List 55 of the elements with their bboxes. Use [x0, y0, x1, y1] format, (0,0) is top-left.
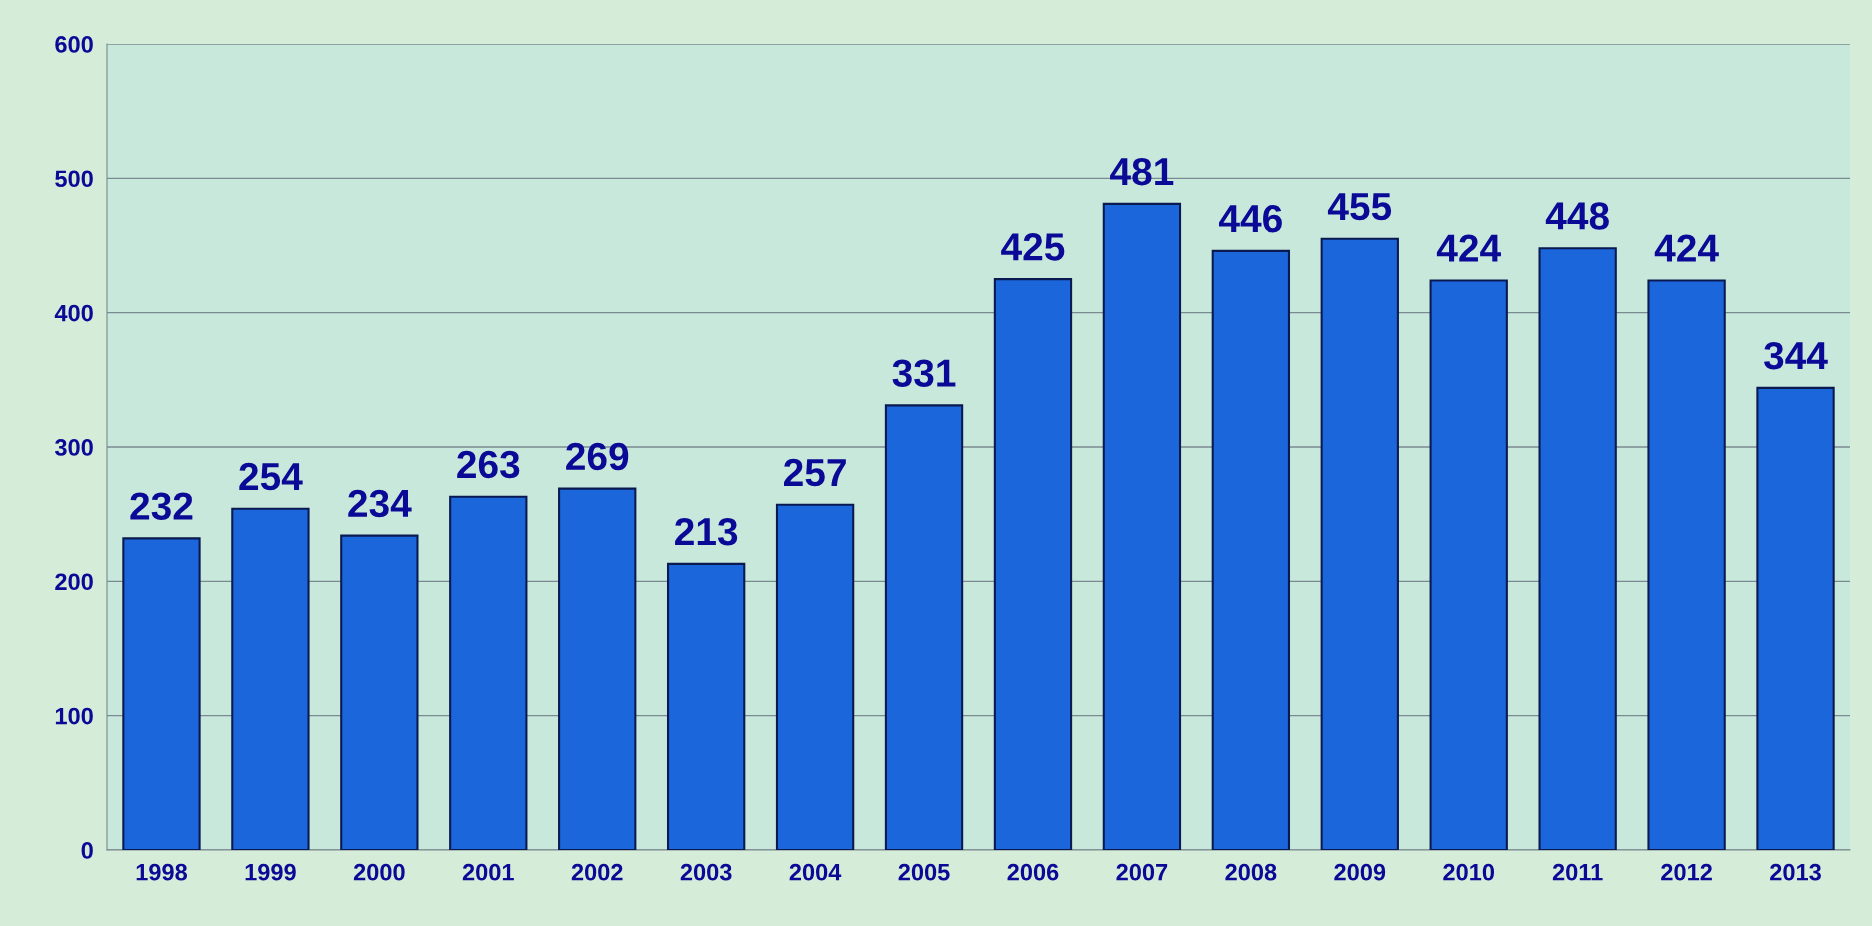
x-tick-label: 2006 — [1007, 863, 1059, 881]
y-tick-label: 0 — [81, 842, 93, 859]
x-tick-label: 2009 — [1334, 863, 1386, 881]
x-tick-label: 2002 — [571, 863, 623, 881]
x-tick-label: 2013 — [1770, 863, 1821, 881]
data-label: 448 — [1545, 202, 1609, 230]
y-tick-label: 500 — [55, 170, 93, 188]
x-tick-label: 2008 — [1225, 863, 1277, 881]
y-tick-label: 100 — [55, 707, 93, 725]
bar — [231, 507, 310, 850]
bar — [666, 562, 746, 850]
data-label: 331 — [892, 359, 956, 387]
bar — [558, 487, 637, 850]
data-label: 269 — [566, 442, 629, 471]
data-label: 213 — [675, 517, 738, 546]
bar — [1538, 247, 1617, 850]
bar — [1211, 249, 1291, 850]
x-tick-label: 2007 — [1116, 863, 1168, 881]
x-tick-label: 2003 — [680, 863, 732, 881]
bar — [1102, 202, 1182, 850]
x-tick-label: 2011 — [1552, 863, 1603, 881]
x-tick-label: 2004 — [789, 863, 842, 881]
bar — [884, 404, 964, 850]
bar — [340, 534, 419, 850]
bar — [122, 537, 201, 850]
bar — [1320, 237, 1399, 850]
bar — [1647, 279, 1726, 850]
bar — [1756, 386, 1835, 850]
bar — [775, 503, 855, 850]
bar — [449, 495, 528, 850]
x-tick-label: 1999 — [245, 863, 296, 881]
data-label: 455 — [1327, 193, 1392, 221]
x-tick-label: 2005 — [898, 863, 950, 881]
data-label: 254 — [239, 462, 303, 491]
data-label: 234 — [348, 489, 412, 518]
x-tick-label: 2012 — [1661, 863, 1712, 881]
data-label: 263 — [457, 450, 520, 479]
data-label: 425 — [1001, 233, 1065, 261]
data-label: 481 — [1110, 157, 1174, 186]
y-tick-label: 400 — [54, 304, 93, 322]
x-tick-label: 1998 — [136, 863, 188, 881]
y-tick-label: 300 — [54, 439, 93, 456]
data-label: 257 — [784, 458, 846, 487]
data-label: 232 — [130, 492, 193, 520]
bar — [1429, 279, 1508, 850]
y-tick-label: 600 — [55, 36, 93, 53]
x-tick-label: 2010 — [1443, 863, 1495, 881]
data-label: 424 — [1654, 234, 1719, 262]
x-tick-label: 2000 — [353, 863, 405, 881]
data-label: 344 — [1763, 341, 1828, 370]
data-label: 446 — [1218, 204, 1282, 233]
bar — [993, 278, 1073, 850]
x-tick-label: 2001 — [462, 863, 514, 881]
data-label: 424 — [1436, 234, 1501, 262]
y-tick-label: 200 — [55, 573, 93, 591]
